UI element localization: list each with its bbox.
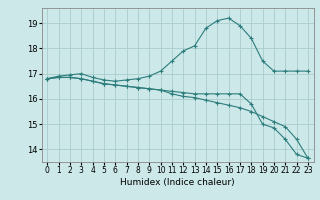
X-axis label: Humidex (Indice chaleur): Humidex (Indice chaleur): [120, 178, 235, 187]
